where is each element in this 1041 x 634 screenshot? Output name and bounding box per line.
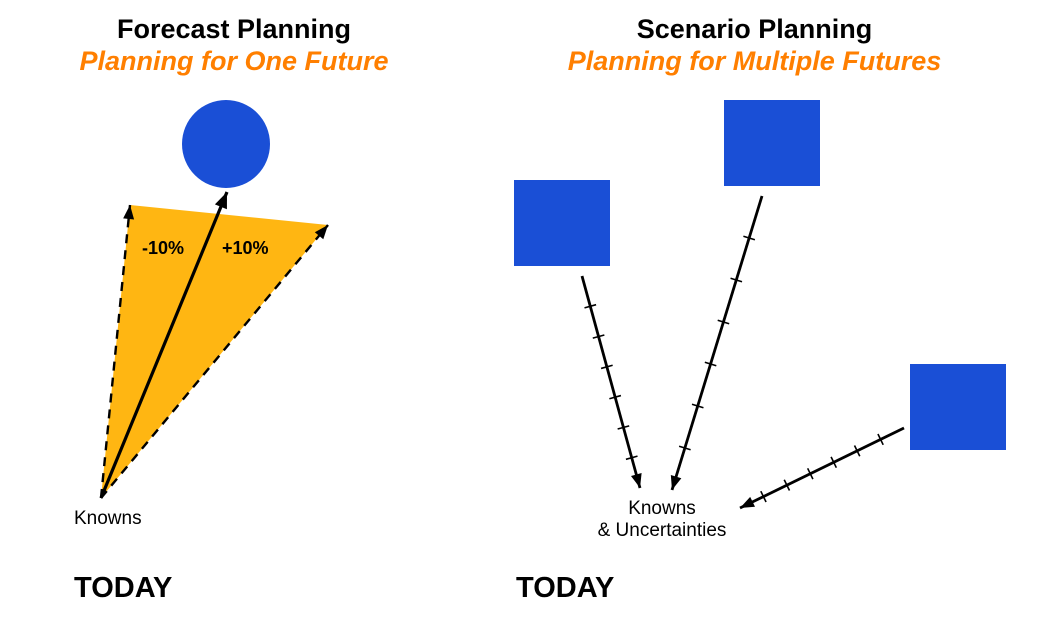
knowns-line1: Knowns	[628, 498, 696, 519]
today-label-left: TODAY	[74, 572, 172, 605]
forecast-panel: Forecast Planning Planning for One Futur…	[0, 0, 468, 634]
minus-ten-label: -10%	[142, 238, 184, 259]
knowns-uncertainties-label: Knowns & Uncertainties	[572, 498, 752, 542]
knowns-label: Knowns	[74, 508, 142, 530]
knowns-line2: & Uncertainties	[598, 520, 727, 541]
forecast-diagram	[0, 0, 468, 634]
scenario-diagram	[468, 0, 1041, 634]
scenario-panel: Scenario Planning Planning for Multiple …	[468, 0, 1041, 634]
today-label-right: TODAY	[516, 572, 614, 605]
plus-ten-label: +10%	[222, 238, 269, 259]
